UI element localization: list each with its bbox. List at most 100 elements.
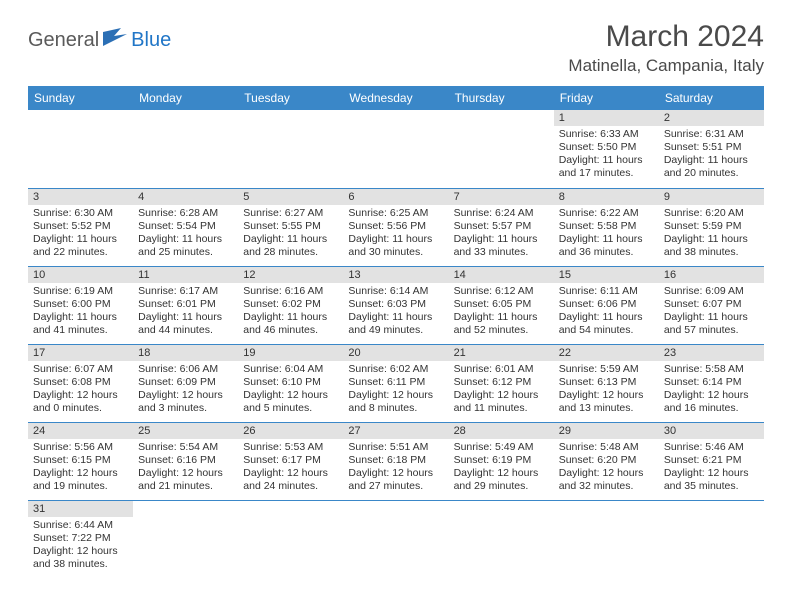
day-details: Sunrise: 6:33 AMSunset: 5:50 PMDaylight:… <box>554 126 659 185</box>
calendar-day: 2Sunrise: 6:31 AMSunset: 5:51 PMDaylight… <box>659 110 764 188</box>
weekday-header: Friday <box>554 86 659 110</box>
day-details: Sunrise: 6:12 AMSunset: 6:05 PMDaylight:… <box>449 283 554 342</box>
day-number: 28 <box>449 423 554 439</box>
calendar-day: 23Sunrise: 5:58 AMSunset: 6:14 PMDayligh… <box>659 344 764 422</box>
month-title: March 2024 <box>568 20 764 54</box>
calendar-day: 15Sunrise: 6:11 AMSunset: 6:06 PMDayligh… <box>554 266 659 344</box>
calendar-day <box>133 500 238 578</box>
day-number: 14 <box>449 267 554 283</box>
calendar-day: 19Sunrise: 6:04 AMSunset: 6:10 PMDayligh… <box>238 344 343 422</box>
calendar-day: 17Sunrise: 6:07 AMSunset: 6:08 PMDayligh… <box>28 344 133 422</box>
day-number <box>449 110 554 126</box>
day-number: 20 <box>343 345 448 361</box>
day-details: Sunrise: 6:25 AMSunset: 5:56 PMDaylight:… <box>343 205 448 264</box>
calendar-day <box>238 500 343 578</box>
title-block: March 2024 Matinella, Campania, Italy <box>568 20 764 76</box>
calendar-day: 21Sunrise: 6:01 AMSunset: 6:12 PMDayligh… <box>449 344 554 422</box>
brand-logo: General Blue <box>28 20 171 53</box>
day-details: Sunrise: 6:24 AMSunset: 5:57 PMDaylight:… <box>449 205 554 264</box>
day-number <box>659 501 764 517</box>
day-number <box>238 501 343 517</box>
calendar-week: 24Sunrise: 5:56 AMSunset: 6:15 PMDayligh… <box>28 422 764 500</box>
calendar-day: 24Sunrise: 5:56 AMSunset: 6:15 PMDayligh… <box>28 422 133 500</box>
calendar-day: 25Sunrise: 5:54 AMSunset: 6:16 PMDayligh… <box>133 422 238 500</box>
calendar-day <box>449 500 554 578</box>
calendar-day: 4Sunrise: 6:28 AMSunset: 5:54 PMDaylight… <box>133 188 238 266</box>
calendar-day: 31Sunrise: 6:44 AMSunset: 7:22 PMDayligh… <box>28 500 133 578</box>
flag-icon <box>103 28 129 53</box>
weekday-header-row: SundayMondayTuesdayWednesdayThursdayFrid… <box>28 86 764 110</box>
day-details: Sunrise: 5:54 AMSunset: 6:16 PMDaylight:… <box>133 439 238 498</box>
calendar-day: 7Sunrise: 6:24 AMSunset: 5:57 PMDaylight… <box>449 188 554 266</box>
brand-part2: Blue <box>131 29 171 52</box>
day-number <box>449 501 554 517</box>
day-number: 6 <box>343 189 448 205</box>
weekday-header: Thursday <box>449 86 554 110</box>
calendar-day: 16Sunrise: 6:09 AMSunset: 6:07 PMDayligh… <box>659 266 764 344</box>
day-details: Sunrise: 6:07 AMSunset: 6:08 PMDaylight:… <box>28 361 133 420</box>
day-number: 31 <box>28 501 133 517</box>
day-details: Sunrise: 6:28 AMSunset: 5:54 PMDaylight:… <box>133 205 238 264</box>
calendar-day: 18Sunrise: 6:06 AMSunset: 6:09 PMDayligh… <box>133 344 238 422</box>
day-number: 10 <box>28 267 133 283</box>
day-details: Sunrise: 6:14 AMSunset: 6:03 PMDaylight:… <box>343 283 448 342</box>
day-number: 27 <box>343 423 448 439</box>
calendar-day: 11Sunrise: 6:17 AMSunset: 6:01 PMDayligh… <box>133 266 238 344</box>
day-number <box>343 501 448 517</box>
day-details: Sunrise: 6:27 AMSunset: 5:55 PMDaylight:… <box>238 205 343 264</box>
weekday-header: Monday <box>133 86 238 110</box>
calendar-day: 14Sunrise: 6:12 AMSunset: 6:05 PMDayligh… <box>449 266 554 344</box>
calendar-day: 6Sunrise: 6:25 AMSunset: 5:56 PMDaylight… <box>343 188 448 266</box>
day-number: 9 <box>659 189 764 205</box>
day-details: Sunrise: 6:11 AMSunset: 6:06 PMDaylight:… <box>554 283 659 342</box>
day-details: Sunrise: 5:46 AMSunset: 6:21 PMDaylight:… <box>659 439 764 498</box>
calendar-week: 1Sunrise: 6:33 AMSunset: 5:50 PMDaylight… <box>28 110 764 188</box>
calendar-day: 30Sunrise: 5:46 AMSunset: 6:21 PMDayligh… <box>659 422 764 500</box>
calendar-day <box>554 500 659 578</box>
calendar-day: 9Sunrise: 6:20 AMSunset: 5:59 PMDaylight… <box>659 188 764 266</box>
calendar-day: 5Sunrise: 6:27 AMSunset: 5:55 PMDaylight… <box>238 188 343 266</box>
brand-part1: General <box>28 29 99 52</box>
day-number <box>133 501 238 517</box>
location: Matinella, Campania, Italy <box>568 56 764 76</box>
day-number: 12 <box>238 267 343 283</box>
day-number: 15 <box>554 267 659 283</box>
calendar-week: 31Sunrise: 6:44 AMSunset: 7:22 PMDayligh… <box>28 500 764 578</box>
day-number: 30 <box>659 423 764 439</box>
calendar-table: SundayMondayTuesdayWednesdayThursdayFrid… <box>28 86 764 578</box>
calendar-week: 10Sunrise: 6:19 AMSunset: 6:00 PMDayligh… <box>28 266 764 344</box>
day-number: 16 <box>659 267 764 283</box>
calendar-day: 26Sunrise: 5:53 AMSunset: 6:17 PMDayligh… <box>238 422 343 500</box>
day-number <box>343 110 448 126</box>
calendar-day <box>659 500 764 578</box>
day-number <box>133 110 238 126</box>
day-number: 8 <box>554 189 659 205</box>
day-details: Sunrise: 5:49 AMSunset: 6:19 PMDaylight:… <box>449 439 554 498</box>
calendar-day: 20Sunrise: 6:02 AMSunset: 6:11 PMDayligh… <box>343 344 448 422</box>
day-details: Sunrise: 6:44 AMSunset: 7:22 PMDaylight:… <box>28 517 133 576</box>
day-number <box>238 110 343 126</box>
day-number: 19 <box>238 345 343 361</box>
day-number: 4 <box>133 189 238 205</box>
day-number <box>554 501 659 517</box>
weekday-header: Wednesday <box>343 86 448 110</box>
day-details: Sunrise: 6:17 AMSunset: 6:01 PMDaylight:… <box>133 283 238 342</box>
day-number: 1 <box>554 110 659 126</box>
day-number: 29 <box>554 423 659 439</box>
day-number: 3 <box>28 189 133 205</box>
calendar-day: 28Sunrise: 5:49 AMSunset: 6:19 PMDayligh… <box>449 422 554 500</box>
day-number: 2 <box>659 110 764 126</box>
day-number: 17 <box>28 345 133 361</box>
calendar-day <box>133 110 238 188</box>
day-number: 13 <box>343 267 448 283</box>
weekday-header: Tuesday <box>238 86 343 110</box>
day-details: Sunrise: 5:59 AMSunset: 6:13 PMDaylight:… <box>554 361 659 420</box>
day-details: Sunrise: 5:51 AMSunset: 6:18 PMDaylight:… <box>343 439 448 498</box>
day-number: 26 <box>238 423 343 439</box>
day-details: Sunrise: 6:19 AMSunset: 6:00 PMDaylight:… <box>28 283 133 342</box>
calendar-day: 13Sunrise: 6:14 AMSunset: 6:03 PMDayligh… <box>343 266 448 344</box>
day-number: 18 <box>133 345 238 361</box>
calendar-day <box>449 110 554 188</box>
calendar-day: 29Sunrise: 5:48 AMSunset: 6:20 PMDayligh… <box>554 422 659 500</box>
day-number: 5 <box>238 189 343 205</box>
